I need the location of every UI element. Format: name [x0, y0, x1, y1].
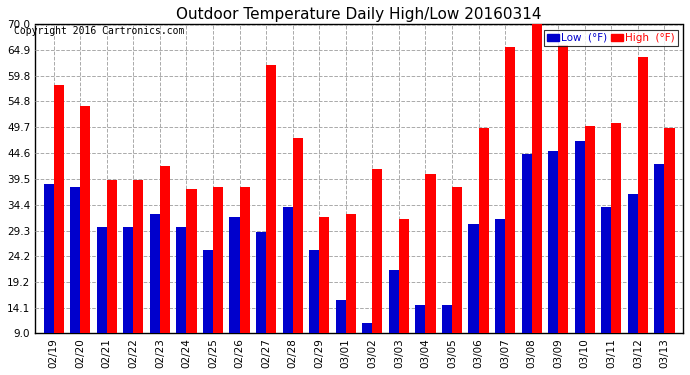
- Bar: [399, 219, 409, 333]
- Text: Copyright 2016 Cartronics.com: Copyright 2016 Cartronics.com: [14, 26, 184, 36]
- Bar: [160, 166, 170, 333]
- Bar: [479, 128, 489, 333]
- Bar: [80, 105, 90, 333]
- Bar: [150, 214, 160, 333]
- Bar: [373, 169, 382, 333]
- Bar: [133, 180, 144, 333]
- Bar: [283, 207, 293, 333]
- Bar: [203, 250, 213, 333]
- Bar: [415, 306, 426, 333]
- Bar: [638, 57, 648, 333]
- Bar: [611, 123, 622, 333]
- Title: Outdoor Temperature Daily High/Low 20160314: Outdoor Temperature Daily High/Low 20160…: [177, 7, 542, 22]
- Bar: [266, 65, 276, 333]
- Bar: [213, 186, 223, 333]
- Bar: [230, 217, 239, 333]
- Bar: [522, 154, 532, 333]
- Bar: [70, 186, 80, 333]
- Bar: [628, 194, 638, 333]
- Bar: [124, 227, 133, 333]
- Bar: [654, 164, 664, 333]
- Bar: [388, 270, 399, 333]
- Bar: [442, 306, 452, 333]
- Bar: [548, 151, 558, 333]
- Bar: [505, 47, 515, 333]
- Bar: [575, 141, 585, 333]
- Bar: [532, 22, 542, 333]
- Bar: [309, 250, 319, 333]
- Bar: [336, 300, 346, 333]
- Bar: [495, 219, 505, 333]
- Bar: [54, 85, 63, 333]
- Bar: [664, 128, 675, 333]
- Legend: Low  (°F), High  (°F): Low (°F), High (°F): [544, 30, 678, 46]
- Bar: [43, 184, 54, 333]
- Bar: [346, 214, 356, 333]
- Bar: [362, 323, 373, 333]
- Bar: [558, 45, 569, 333]
- Bar: [186, 189, 197, 333]
- Bar: [177, 227, 186, 333]
- Bar: [256, 232, 266, 333]
- Bar: [293, 138, 303, 333]
- Bar: [469, 225, 479, 333]
- Bar: [601, 207, 611, 333]
- Bar: [319, 217, 329, 333]
- Bar: [426, 174, 435, 333]
- Bar: [452, 186, 462, 333]
- Bar: [585, 126, 595, 333]
- Bar: [97, 227, 107, 333]
- Bar: [239, 186, 250, 333]
- Bar: [107, 180, 117, 333]
